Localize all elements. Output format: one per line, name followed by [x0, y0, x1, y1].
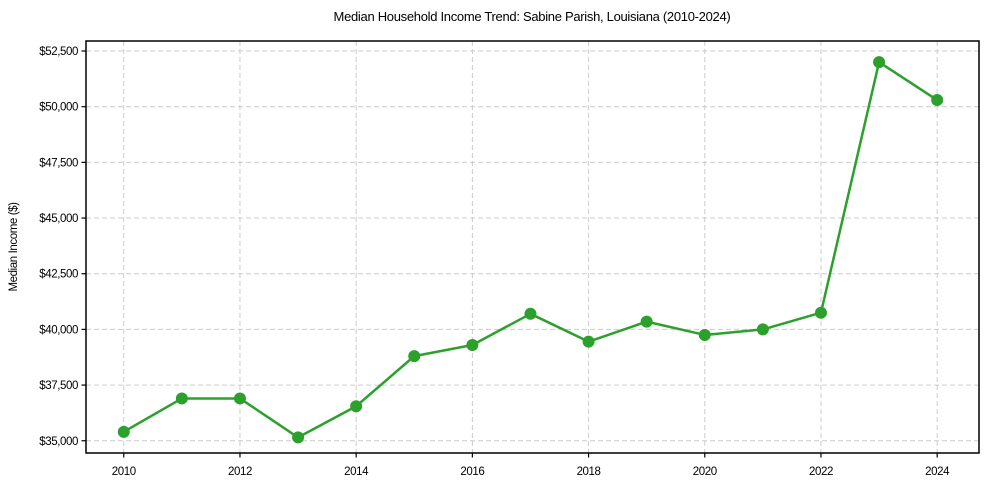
axes-frame	[85, 40, 980, 454]
x-tick-label: 2014	[344, 466, 369, 478]
x-tick-label: 2012	[228, 466, 252, 478]
y-tick-label: $42,500	[39, 269, 78, 281]
chart-title: Median Household Income Trend: Sabine Pa…	[334, 9, 731, 24]
data-point-2016	[466, 338, 479, 351]
data-point-2023	[873, 56, 886, 69]
y-tick-label: $52,500	[39, 46, 78, 58]
x-tick-label: 2010	[112, 466, 136, 478]
data-point-2011	[175, 392, 188, 405]
y-tick-label: $50,000	[39, 102, 78, 114]
y-axis-label: Median Income ($)	[8, 202, 20, 292]
y-tick-label: $37,500	[39, 380, 78, 392]
data-point-2021	[756, 323, 769, 336]
data-point-2020	[698, 328, 711, 341]
y-tick-label: $40,000	[39, 324, 78, 336]
data-point-2019	[640, 315, 653, 328]
data-point-2013	[292, 431, 305, 444]
data-point-2010	[117, 425, 130, 438]
data-point-2022	[814, 306, 827, 319]
y-tick-label: $35,000	[39, 436, 78, 448]
trend-line	[122, 60, 939, 439]
data-point-2014	[350, 400, 363, 413]
x-tick-label: 2024	[925, 466, 950, 478]
data-point-2015	[408, 350, 421, 363]
x-tick-label: 2020	[693, 466, 717, 478]
data-point-2012	[233, 392, 246, 405]
data-point-2024	[931, 94, 944, 107]
x-tick-label: 2022	[809, 466, 833, 478]
x-tick-label: 2016	[460, 466, 484, 478]
x-tick-label: 2018	[577, 466, 601, 478]
data-point-2018	[582, 335, 595, 348]
data-point-2017	[524, 307, 537, 320]
plot-area: 2010 2012 2014 2016 2018 2020 2022 2024 $35,000 $…	[39, 40, 980, 478]
y-tick-label: $47,500	[39, 157, 78, 169]
y-tick-label: $45,000	[39, 213, 78, 225]
